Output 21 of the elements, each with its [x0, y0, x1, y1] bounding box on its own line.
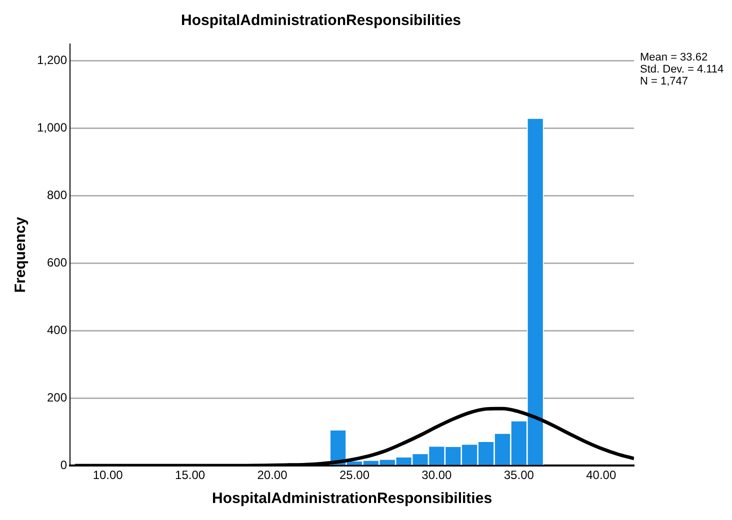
x-tick-label: 30.00: [422, 468, 452, 482]
text: Std. Dev. = 4.114: [640, 64, 724, 76]
x-tick-label: 35.00: [504, 468, 534, 482]
y-tick-label: 1,200: [37, 53, 68, 68]
text: Mean = 33.62: [640, 52, 708, 64]
y-axis-title: Frequency: [12, 216, 30, 293]
chart-title: HospitalAdministrationResponsibilities: [180, 12, 462, 30]
text: N = 1,747: [640, 76, 688, 88]
y-tick-label: 400: [47, 323, 68, 337]
x-tick-label: 40.00: [586, 468, 616, 482]
x-tick-label: 20.00: [257, 468, 288, 482]
y-tick-label: 0: [60, 458, 68, 472]
x-tick-label: 25.00: [339, 468, 370, 482]
x-tick-label: 15.00: [175, 468, 206, 482]
y-tick-label: 800: [47, 188, 68, 202]
y-tick-label: 1,000: [37, 120, 68, 135]
y-tick-label: 600: [47, 256, 68, 270]
x-axis-title: HospitalAdministrationResponsibilities: [212, 490, 492, 508]
line-series: [73, 406, 634, 466]
y-tick-label: 200: [47, 390, 68, 404]
x-tick-label: 10.00: [92, 468, 124, 482]
